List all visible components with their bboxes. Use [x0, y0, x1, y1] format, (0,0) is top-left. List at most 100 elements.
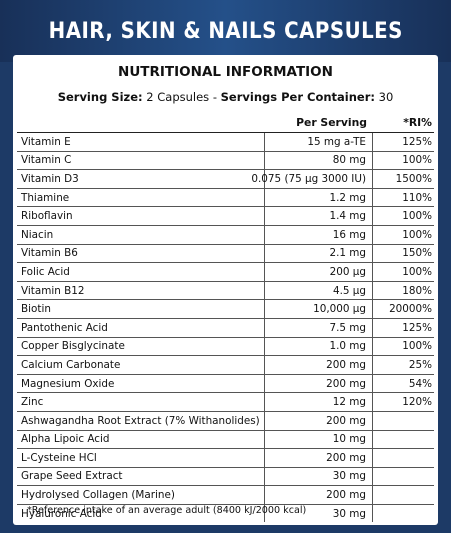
ri-value: 125% [402, 321, 432, 334]
header-ri: *RI% [403, 116, 432, 129]
per-serving-value: 7.5 mg [265, 318, 373, 337]
per-serving-value: 10 mg [265, 430, 373, 449]
table-row: Pantothenic Acid 7.5 mg 125% [17, 318, 434, 338]
nutrient-name: Alpha Lipoic Acid [17, 430, 265, 449]
table-row: Hyaluronic Acid 30 mg [17, 504, 434, 523]
table-body: Vitamin E 15 mg a-TE 125% Vitamin C 80 mg 100… [17, 133, 434, 523]
table-row: Vitamin D3 0.075 (75 µg 3000 IU) 1500% [17, 170, 434, 189]
nutrient-name: Vitamin B12 [17, 281, 265, 300]
table-row: Vitamin B6 2.1 mg 150% [17, 244, 434, 264]
per-serving-value: 10,000 µg [265, 300, 373, 318]
ri-value: 54% [408, 377, 432, 390]
ri-value: 125% [402, 135, 432, 148]
table-header: Per Serving *RI% [17, 113, 434, 133]
per-serving-value: 15 mg a-TE [265, 133, 373, 151]
per-serving-value: 200 mg [265, 374, 373, 393]
per-serving-value: 12 mg [265, 393, 373, 411]
header-banner: HAIR, SKIN & NAILS CAPSULES [0, 0, 451, 62]
ri-value: 150% [402, 247, 432, 260]
serving-size-label: Serving Size: [57, 90, 143, 104]
header-per-serving: Per Serving [296, 116, 367, 129]
ri-value [373, 431, 434, 449]
per-serving-value: 1.4 mg [265, 207, 373, 225]
per-serving-value: 2.1 mg [265, 244, 373, 263]
table-row: Riboflavin 1.4 mg 100% [17, 207, 434, 226]
per-serving-value: 1.2 mg [265, 188, 373, 207]
nutrient-name: Copper Bisglycinate [17, 337, 265, 356]
ri-value: 100% [402, 340, 432, 353]
nutrient-name: Magnesium Oxide [17, 374, 265, 393]
nutrient-name: Hyaluronic Acid [17, 504, 265, 523]
ri-value: 100% [402, 154, 432, 167]
per-serving-value: 200 mg [265, 486, 373, 504]
ri-value: 25% [408, 358, 432, 371]
nutrition-title: NUTRITIONAL INFORMATION [118, 64, 333, 80]
table-row: Ashwagandha Root Extract (7% Withanolide… [17, 411, 434, 431]
table-row: Niacin 16 mg 100% [17, 225, 434, 245]
per-serving-value: 30 mg [265, 504, 373, 523]
per-serving-value: 200 mg [265, 411, 373, 430]
ri-value: 1500% [395, 172, 432, 185]
nutrient-name: Zinc [17, 393, 265, 411]
nutrient-name: Vitamin E [17, 133, 265, 151]
table-row: Zinc 12 mg 120% [17, 393, 434, 412]
per-serving-value: 1.0 mg [265, 337, 373, 356]
nutrition-panel: NUTRITIONAL INFORMATION Serving Size: 2 … [13, 55, 438, 525]
ri-value [373, 449, 434, 467]
servings-per-container-label: Servings Per Container: [220, 90, 375, 104]
nutrient-name: Vitamin D3 [17, 170, 265, 188]
ri-value: 120% [402, 396, 432, 409]
nutrient-name: Thiamine [17, 188, 265, 207]
ri-value [373, 468, 434, 486]
table-row: Alpha Lipoic Acid 10 mg [17, 430, 434, 450]
ri-value: 110% [402, 191, 432, 204]
per-serving-value: 4.5 µg [265, 281, 373, 300]
table-row: Biotin 10,000 µg 20000% [17, 300, 434, 319]
header-name [17, 113, 265, 132]
per-serving-value: 30 mg [265, 467, 373, 486]
table-row: L-Cysteine HCl 200 mg [17, 449, 434, 468]
per-serving-value: 16 mg [265, 225, 373, 244]
table-row: Copper Bisglycinate 1.0 mg 100% [17, 337, 434, 357]
table-row: Thiamine 1.2 mg 110% [17, 188, 434, 208]
table-row: Magnesium Oxide 200 mg 54% [17, 374, 434, 394]
nutrient-name: Calcium Carbonate [17, 356, 265, 374]
servings-per-container-value: 30 [375, 90, 394, 104]
nutrient-name: Riboflavin [17, 207, 265, 225]
per-serving-value: 200 mg [265, 449, 373, 467]
per-serving-value: 0.075 (75 µg 3000 IU) [251, 170, 373, 188]
table-row: Vitamin C 80 mg 100% [17, 151, 434, 171]
table-row: Folic Acid 200 µg 100% [17, 263, 434, 282]
serving-info: Serving Size: 2 Capsules - Servings Per … [13, 90, 438, 104]
table-row: Calcium Carbonate 200 mg 25% [17, 356, 434, 375]
ri-value: 100% [402, 210, 432, 223]
table-row: Grape Seed Extract 30 mg [17, 467, 434, 487]
nutrient-name: Ashwagandha Root Extract (7% Withanolide… [17, 411, 265, 430]
serving-size-value: 2 Capsules - [142, 90, 221, 104]
per-serving-value: 200 mg [265, 356, 373, 374]
ri-value: 100% [402, 228, 432, 241]
footnote: *Reference intake of an average adult (8… [27, 505, 307, 516]
nutrient-name: Vitamin C [17, 151, 265, 170]
nutrient-name: Vitamin B6 [17, 244, 265, 263]
nutrient-name: L-Cysteine HCl [17, 449, 265, 467]
per-serving-value: 80 mg [265, 151, 373, 170]
product-title: HAIR, SKIN & NAILS CAPSULES [48, 18, 403, 44]
ri-value: 180% [402, 284, 432, 297]
nutrient-name: Niacin [17, 225, 265, 244]
ri-value [373, 505, 434, 523]
nutrient-name: Pantothenic Acid [17, 318, 265, 337]
table-row: Vitamin B12 4.5 µg 180% [17, 281, 434, 301]
ri-value [373, 486, 434, 504]
nutrition-table: Per Serving *RI% Vitamin E 15 mg a-TE 125%… [17, 113, 434, 523]
nutrient-name: Folic Acid [17, 263, 265, 281]
ri-value: 20000% [389, 303, 432, 316]
ri-value [373, 412, 434, 430]
table-row: Vitamin E 15 mg a-TE 125% [17, 133, 434, 152]
nutrient-name: Hydrolysed Collagen (Marine) [17, 486, 265, 504]
nutrient-name: Biotin [17, 300, 265, 318]
table-row: Hydrolysed Collagen (Marine) 200 mg [17, 486, 434, 505]
nutrient-name: Grape Seed Extract [17, 467, 265, 486]
ri-value: 100% [402, 265, 432, 278]
per-serving-value: 200 µg [265, 263, 373, 281]
